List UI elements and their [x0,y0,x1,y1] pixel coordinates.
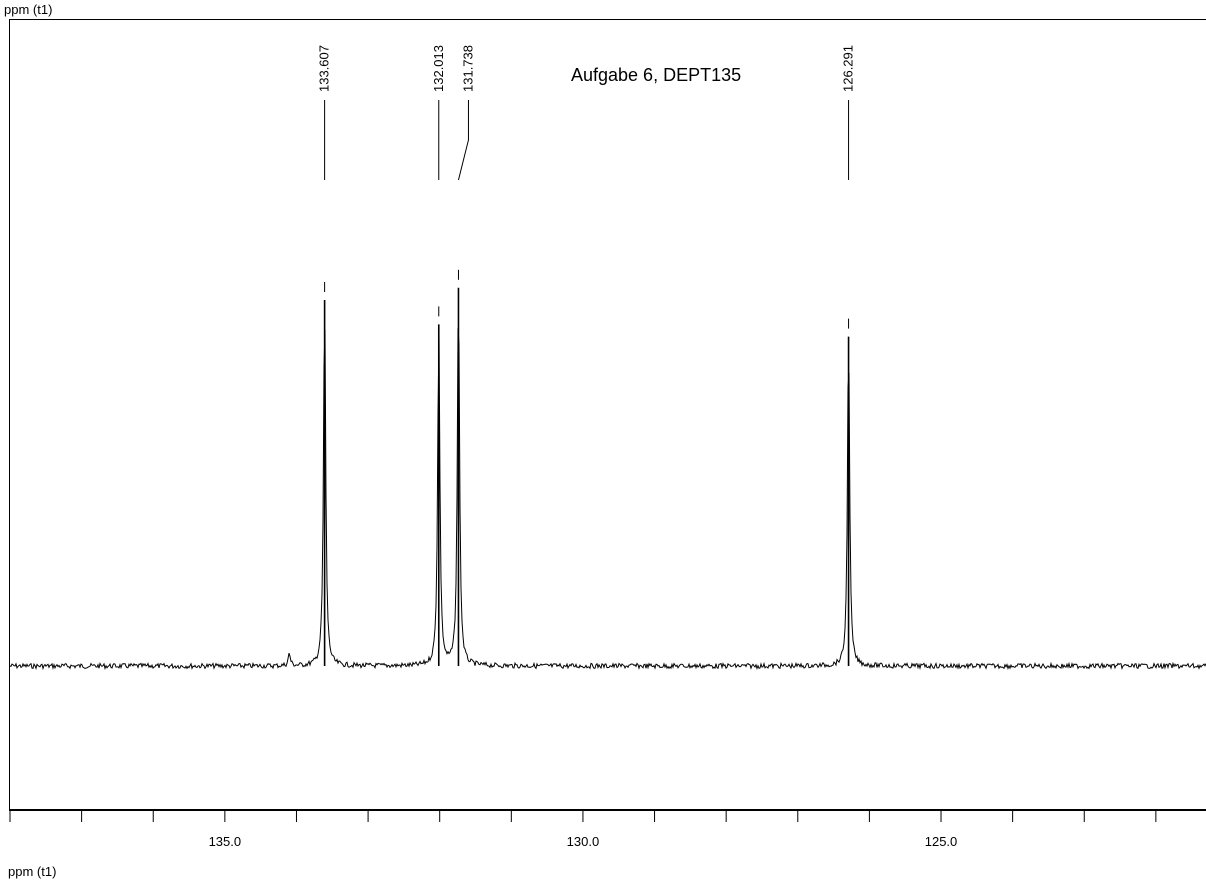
top-axis-label: ppm (t1) [4,2,52,17]
x-tick-label: 130.0 [567,834,600,849]
bottom-axis-label: ppm (t1) [8,864,56,879]
peak-annotations: 133.607 132.013 131.738 126.291 [317,45,856,329]
spectrum-trace [9,328,1206,671]
x-tick-label: 135.0 [209,834,242,849]
peak-label-1: 133.607 [317,45,332,92]
x-tick-label: 125.0 [925,834,958,849]
chart-title: Aufgabe 6, DEPT135 [571,65,741,85]
peak-label-2: 132.013 [431,45,446,92]
peak-label-3: 131.738 [460,45,475,92]
peak-label-4: 126.291 [841,45,856,92]
peak-leader-3 [457,100,469,181]
x-axis: 135.0 130.0 125.0 [9,810,1206,849]
spectrum-layer [9,287,1206,671]
plot-frame [9,19,1206,810]
